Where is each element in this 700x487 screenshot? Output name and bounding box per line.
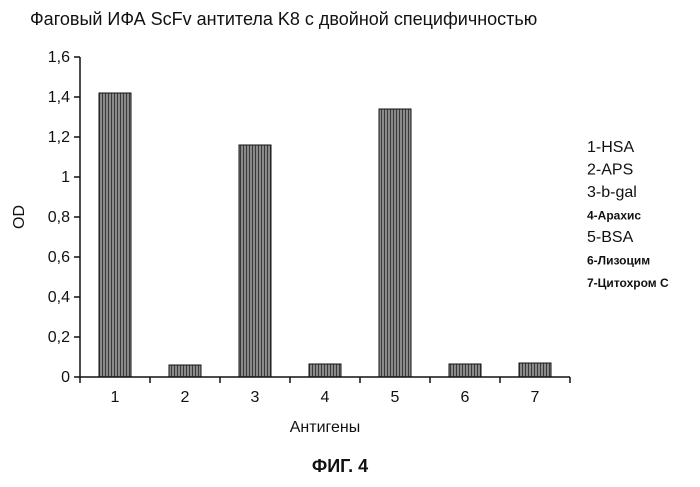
x-tick-label: 6 [461,389,470,406]
x-tick-label: 4 [321,389,330,406]
y-tick-label: 0,2 [48,329,70,346]
chart-title: Фаговый ИФА ScFv антитела K8 с двойной с… [30,9,537,29]
bars-group [99,93,551,377]
y-axis-label: OD [11,205,28,229]
x-tick-label: 1 [111,389,120,406]
x-tick-label: 7 [531,389,540,406]
y-tick-label: 0,4 [48,289,70,306]
legend-entry: 5-BSA [587,229,634,246]
figure-caption: ФИГ. 4 [312,456,368,476]
y-tick-label: 1 [61,169,70,186]
bar-3 [239,145,271,377]
x-tick-label: 3 [251,389,260,406]
y-tick-label: 1,6 [48,49,70,66]
legend-entry: 1-HSA [587,139,634,156]
legend-entry: 7-Цитохром С [587,276,669,290]
y-tick-label: 1,2 [48,129,70,146]
bar-1 [99,93,131,377]
legend-entry: 2-APS [587,162,633,179]
bar-2 [169,365,201,377]
x-tick-label: 2 [181,389,190,406]
x-axis: 1 2 3 4 5 6 7 [80,377,570,406]
bar-7 [519,363,551,377]
legend-entry: 4-Арахис [587,209,641,223]
legend: 1-HSA 2-APS 3-b-gal 4-Арахис 5-BSA 6-Лизоцим 7… [587,139,669,290]
y-tick-label: 1,4 [48,89,70,106]
y-axis: 0 0,2 0,4 0,6 0,8 1 1,2 1,4 1,6 [48,49,80,386]
legend-entry: 6-Лизоцим [587,254,650,268]
x-tick-label: 5 [391,389,400,406]
legend-entry: 3-b-gal [587,184,637,201]
bar-6 [449,364,481,377]
bar-5 [379,109,411,377]
x-axis-label: Антигены [290,419,361,436]
y-tick-label: 0 [61,369,70,386]
bar-4 [309,364,341,377]
y-tick-label: 0,6 [48,249,70,266]
y-tick-label: 0,8 [48,209,70,226]
